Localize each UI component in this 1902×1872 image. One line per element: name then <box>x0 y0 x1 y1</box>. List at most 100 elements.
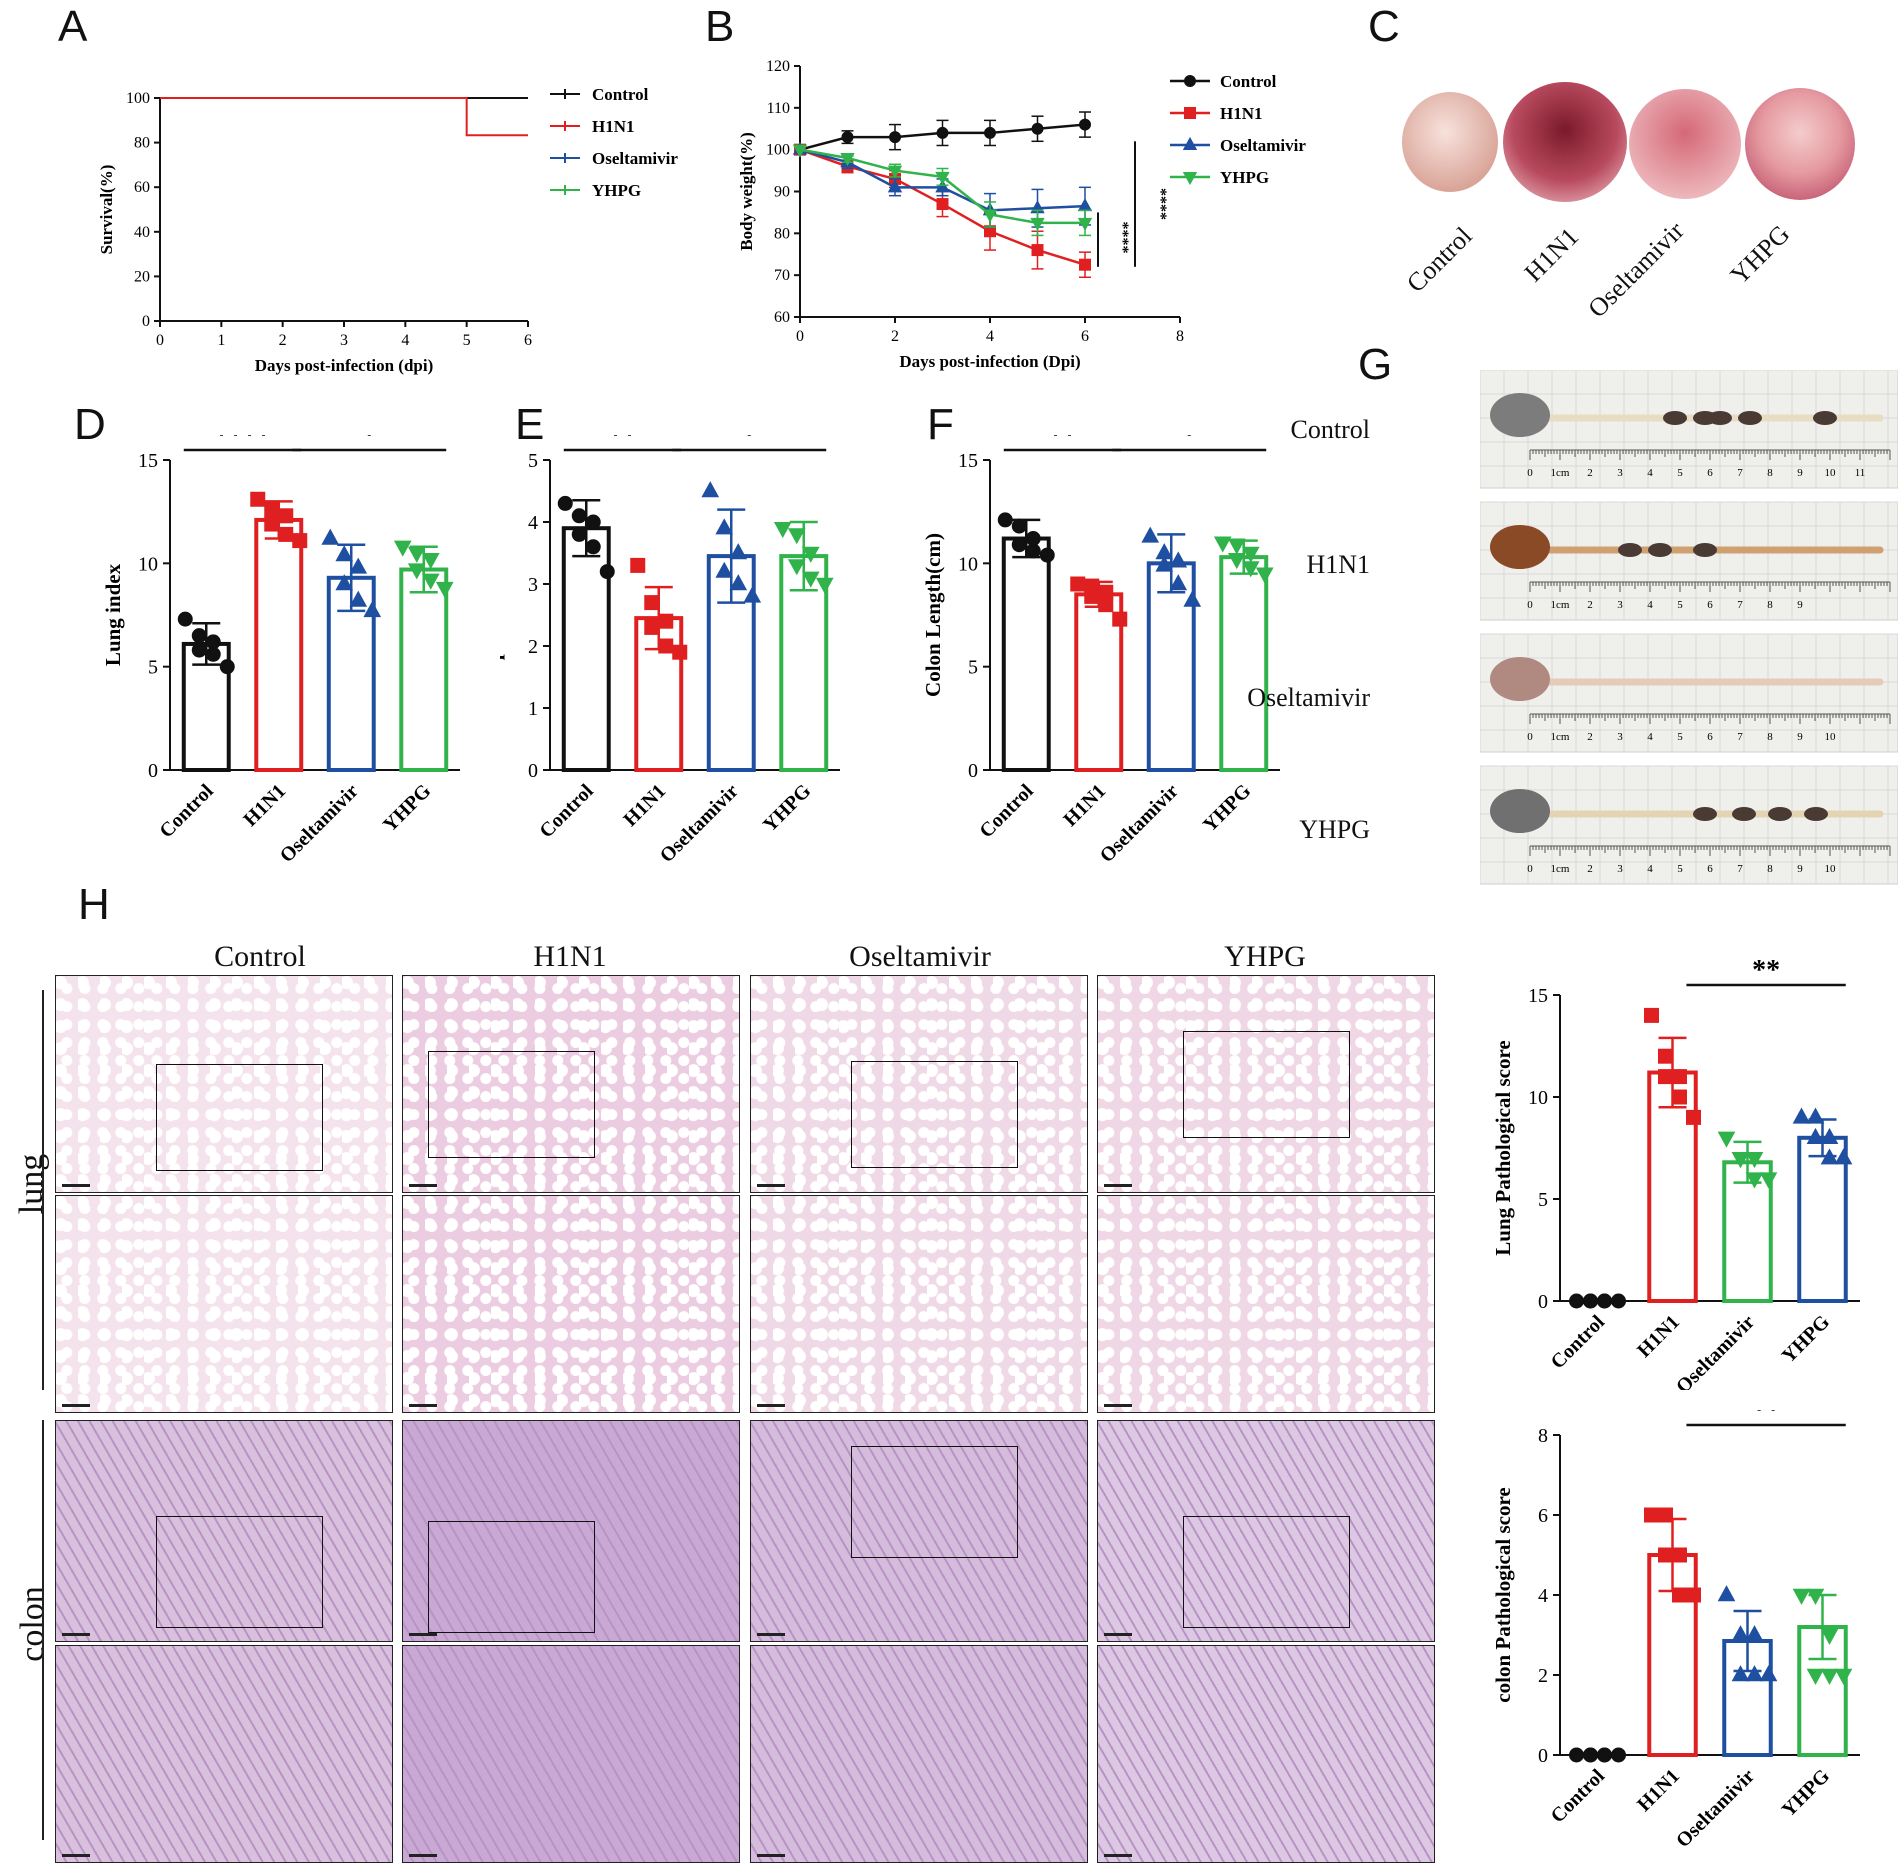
ruler-label: 3 <box>1617 599 1623 611</box>
significance-label: ** <box>1752 960 1780 986</box>
data-point-oseltamivir <box>887 179 903 193</box>
panel-letter-c: C <box>1368 2 1400 51</box>
data-point-control <box>936 126 949 139</box>
data-point-control <box>585 514 601 530</box>
lung-photo-control <box>1402 92 1498 192</box>
data-point-oseltamivir <box>1759 1665 1778 1682</box>
ruler-label: 5 <box>1677 599 1683 611</box>
data-point-yhpg <box>1820 1127 1839 1144</box>
photo-g-label-oseltamivir: Oseltamivir <box>1247 683 1370 712</box>
data-point-yhpg <box>787 528 806 545</box>
data-point-yhpg <box>1030 217 1045 231</box>
x-tick-label: H1N1 <box>1633 1765 1684 1816</box>
data-point-control <box>984 126 996 139</box>
data-point-yhpg <box>982 209 998 223</box>
h-row-label-lung: lung <box>13 1153 51 1215</box>
y-tick-label: 40 <box>134 224 150 241</box>
chart-h-lung-score: 0 5 10 15 Lung Pathological score Control H1N1… <box>1491 960 1860 1390</box>
photo-c-lungs <box>1402 82 1855 202</box>
cecum <box>1490 393 1550 437</box>
photo-g-label-h1n1: H1N1 <box>1306 550 1370 579</box>
x-tick-label: 6 <box>524 332 532 349</box>
legend-label-oseltamivir: Oseltamivir <box>1220 136 1306 155</box>
photo-c-label-oseltamivir: Oseltamivir <box>1582 215 1690 324</box>
data-point-oseltamivir <box>743 586 762 603</box>
zoom-region-box <box>1183 1516 1350 1628</box>
x-tick-label: YHPG <box>1778 1311 1835 1368</box>
fecal-pellet <box>1693 543 1717 557</box>
data-point-yhpg <box>935 171 950 185</box>
x-tick-label: H1N1 <box>239 780 290 831</box>
ruler-label: 1cm <box>1551 863 1570 875</box>
colon-photo-oseltamivir <box>1480 633 1898 753</box>
zoom-region-box <box>851 1446 1018 1558</box>
ruler-label: 0 <box>1527 731 1533 743</box>
x-tick-label: 5 <box>463 332 471 349</box>
data-point-oseltamivir <box>1731 1625 1750 1642</box>
x-tick-label: Control <box>975 780 1038 843</box>
data-point-control <box>1583 1293 1598 1309</box>
ruler-label: 8 <box>1767 467 1773 479</box>
y-tick-label: 10 <box>1528 1087 1548 1109</box>
histology-lung-zoom-h1n1 <box>402 1195 740 1413</box>
data-point-oseltamivir <box>321 528 340 545</box>
scale-bar <box>757 1404 785 1407</box>
significance-label: * <box>362 435 376 451</box>
data-point-h1n1 <box>278 508 294 524</box>
data-point-yhpg <box>773 522 792 539</box>
x-tick-label: H1N1 <box>619 780 670 831</box>
data-point-control <box>585 539 601 555</box>
data-point-h1n1 <box>292 533 308 549</box>
data-point-yhpg <box>1806 1127 1825 1144</box>
data-point-yhpg <box>801 571 820 588</box>
y-tick-label: 5 <box>528 450 538 472</box>
data-point-oseltamivir <box>715 561 734 578</box>
data-point-yhpg <box>1077 217 1093 231</box>
data-point-control <box>1583 1747 1598 1763</box>
data-point-h1n1 <box>644 595 660 611</box>
h-col-title-h1n1: H1N1 <box>533 940 607 973</box>
h-col-title-control: Control <box>214 940 306 973</box>
significance-label: **** <box>1152 188 1169 220</box>
scale-bar <box>62 1404 90 1407</box>
legend-label-h1n1: H1N1 <box>592 117 635 136</box>
data-point-oseltamivir <box>363 600 382 618</box>
x-tick-label: YHPG <box>379 780 436 837</box>
panel-letter-h: H <box>78 880 110 929</box>
y-tick-label: 15 <box>138 450 158 472</box>
data-point-yhpg <box>1806 1588 1825 1605</box>
data-point-yhpg <box>1792 1588 1811 1605</box>
lung-photo-h1n1 <box>1503 82 1627 202</box>
chart-h-colon-score: 0 2 4 6 8 colon Pathological score Control H1N1… <box>1491 1410 1860 1852</box>
y-axis-label: Lung Pathological score <box>1491 1040 1515 1255</box>
data-point-yhpg <box>1241 546 1260 563</box>
histology-colon-zoom-h1n1 <box>402 1645 740 1863</box>
data-point-oseltamivir <box>701 481 720 498</box>
data-point-oseltamivir <box>1717 1585 1736 1602</box>
data-point-yhpg <box>407 563 426 580</box>
legend-label-oseltamivir: Oseltamivir <box>592 149 678 168</box>
significance-label: * <box>742 435 756 451</box>
data-point-control <box>1597 1747 1612 1763</box>
data-point-control <box>1011 518 1027 534</box>
x-tick-label: 6 <box>1081 328 1089 345</box>
y-tick-label: 10 <box>138 553 158 575</box>
ruler-label: 7 <box>1737 599 1743 611</box>
data-point-h1n1 <box>630 557 646 573</box>
x-axis-label: Days post-infection (dpi) <box>255 356 434 375</box>
ruler-label: 2 <box>1587 863 1593 875</box>
data-point-yhpg <box>1227 553 1246 570</box>
bar-yhpg <box>399 567 449 772</box>
data-point-oseltamivir <box>335 574 354 591</box>
x-tick-label: Oseltamivir <box>1096 780 1183 867</box>
y-tick-label: 60 <box>134 179 150 196</box>
scale-bar <box>1104 1184 1132 1187</box>
h-row-label-colon: colon <box>13 1586 51 1662</box>
x-tick-label: Oseltamivir <box>656 780 743 867</box>
ruler-label: 5 <box>1677 863 1683 875</box>
fecal-pellet <box>1738 411 1762 425</box>
colon-photo-yhpg <box>1480 765 1898 885</box>
data-point-control <box>1569 1293 1584 1309</box>
data-point-yhpg <box>435 581 454 599</box>
fecal-pellet <box>1708 411 1732 425</box>
